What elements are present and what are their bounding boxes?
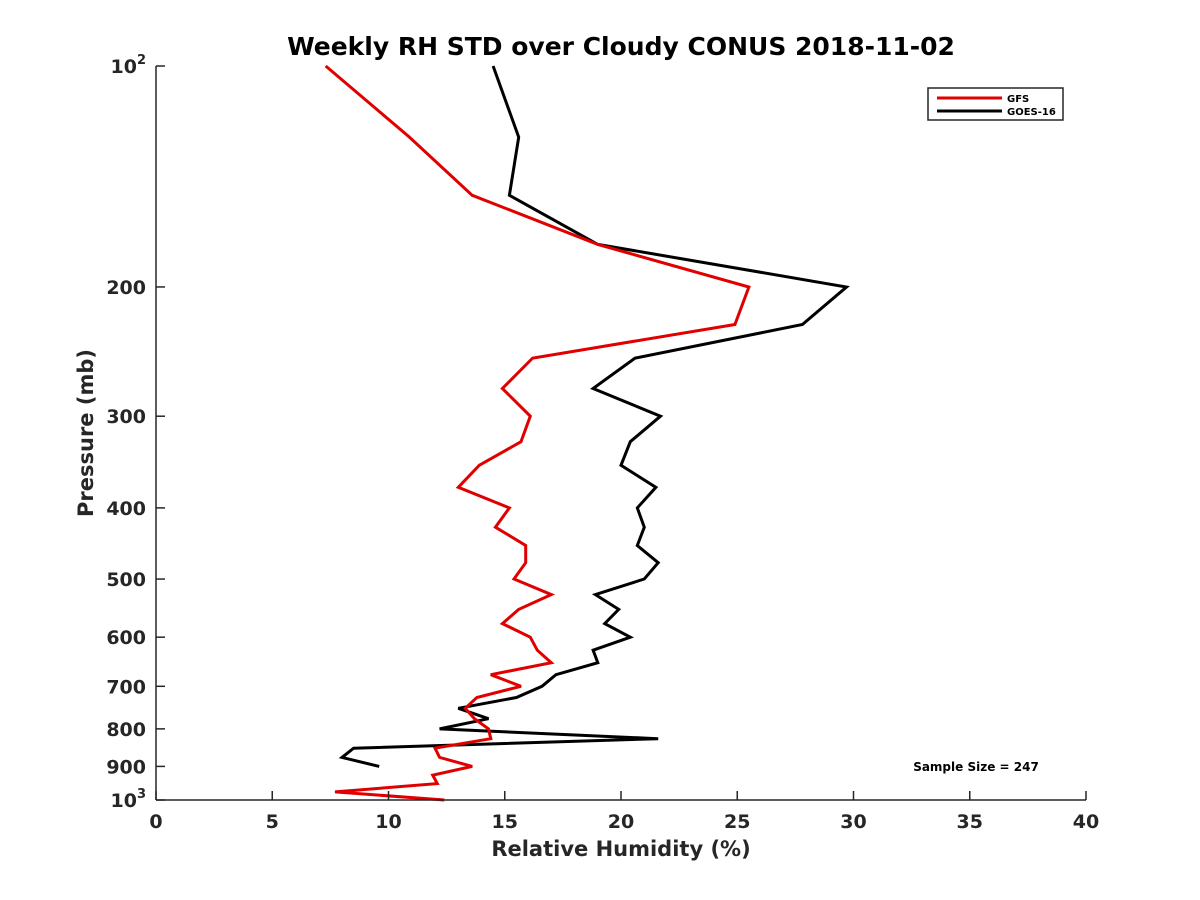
legend-label: GOES-16 (1007, 107, 1056, 118)
y-tick-label-base: 800 (106, 719, 146, 741)
x-tick-label: 40 (1073, 811, 1099, 833)
x-tick-label: 10 (375, 811, 401, 833)
plot-area (324, 64, 850, 802)
y-tick-label: 900 (106, 756, 146, 778)
y-tick-label-base: 10 (111, 790, 137, 812)
y-tick-label: 200 (106, 277, 146, 299)
y-tick-label: 300 (106, 406, 146, 428)
y-tick-label-base: 200 (106, 277, 146, 299)
y-tick-label: 102 (111, 53, 147, 78)
y-tick-label-base: 700 (106, 676, 146, 698)
y-tick-label: 800 (106, 719, 146, 741)
x-tick-label: 30 (840, 811, 866, 833)
x-tick-label: 20 (608, 811, 634, 833)
y-tick-label-base: 500 (106, 569, 146, 591)
y-tick-label-exponent: 3 (137, 787, 146, 802)
legend-box (927, 87, 1064, 121)
x-tick-label: 0 (149, 811, 162, 833)
y-tick-label-exponent: 2 (137, 53, 146, 68)
y-tick-label: 500 (106, 569, 146, 591)
x-axis-label: Relative Humidity (%) (491, 837, 750, 861)
y-tick-label-base: 300 (106, 406, 146, 428)
legend-label: GFS (1007, 94, 1029, 105)
series-line-goes-16 (338, 65, 850, 768)
y-tick-label: 700 (106, 676, 146, 698)
series-line-gfs (324, 64, 751, 802)
y-tick-label-base: 400 (106, 498, 146, 520)
sample-size-annotation: Sample Size = 247 (913, 760, 1039, 774)
x-axis-ticks: 0 5 10 15 20 25 30 35 40 (149, 791, 1099, 833)
x-tick-label: 5 (266, 811, 279, 833)
legend: GFS GOES-16 (927, 87, 1064, 121)
x-tick-label: 25 (724, 811, 750, 833)
x-tick-label: 35 (957, 811, 983, 833)
y-tick-label-base: 600 (106, 627, 146, 649)
x-tick-label: 15 (492, 811, 518, 833)
y-axis-label: Pressure (mb) (74, 349, 98, 517)
y-tick-label: 400 (106, 498, 146, 520)
y-tick-label: 600 (106, 627, 146, 649)
chart-title: Weekly RH STD over Cloudy CONUS 2018-11-… (287, 32, 955, 61)
y-tick-label-base: 10 (111, 56, 137, 78)
y-tick-label-base: 900 (106, 756, 146, 778)
y-tick-label: 103 (111, 787, 147, 812)
